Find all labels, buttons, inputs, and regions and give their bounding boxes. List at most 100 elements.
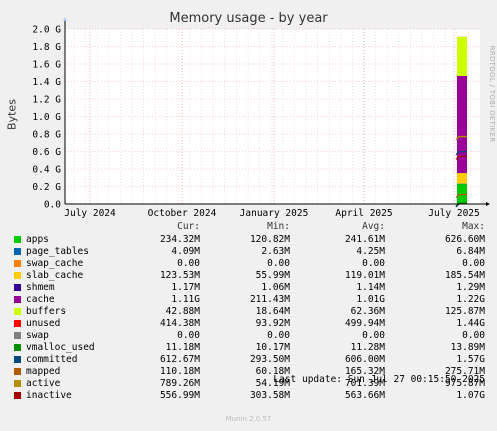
chart-title: Memory usage - by year xyxy=(169,11,328,26)
y-tick-label: 0.8 G xyxy=(32,130,61,141)
legend-row-swap: swap 0.00 0.00 0.00 0.00 xyxy=(0,330,497,342)
legend-series-name: unused xyxy=(26,318,61,329)
legend-min-value: 1.06M xyxy=(261,282,290,293)
legend-avg-value: 0.00 xyxy=(362,330,385,341)
legend-swatch xyxy=(14,296,21,303)
x-tick-label: July 2025 xyxy=(428,208,479,219)
legend-cur-value: 123.53M xyxy=(159,270,200,281)
legend-max-value: 185.54M xyxy=(444,270,485,281)
legend-row-inactive: inactive 556.99M 303.58M 563.66M 1.07G xyxy=(0,390,497,402)
x-tick-label: April 2025 xyxy=(335,208,392,219)
legend-swatch xyxy=(14,248,21,255)
legend-min-value: 120.82M xyxy=(249,234,290,245)
legend-avg-value: 701.39M xyxy=(344,378,385,389)
y-tick-label: 1.0 G xyxy=(32,112,61,123)
x-axis-arrow xyxy=(486,202,490,206)
legend-max-value: 1.57G xyxy=(456,354,485,365)
legend-swatch xyxy=(14,392,21,399)
col-header-avg: Avg: xyxy=(362,221,385,232)
legend-series-name: swap xyxy=(26,330,49,341)
legend-row-swap-cache: swap_cache 0.00 0.00 0.00 0.00 xyxy=(0,258,497,270)
col-header-min: Min: xyxy=(267,221,290,232)
legend-min-value: 60.18M xyxy=(255,366,290,377)
legend-min-value: 93.92M xyxy=(255,318,290,329)
y-tick-label: 1.2 G xyxy=(32,95,61,106)
legend-cur-value: 42.88M xyxy=(165,306,200,317)
legend-avg-value: 606.00M xyxy=(344,354,385,365)
legend-swatch xyxy=(14,368,21,375)
x-tick-label: July 2024 xyxy=(64,208,116,219)
legend-min-value: 55.99M xyxy=(255,270,290,281)
legend-series-name: active xyxy=(26,378,61,389)
line-committed xyxy=(455,150,467,156)
legend-series-name: mapped xyxy=(26,366,61,377)
legend-row-page-tables: page_tables 4.09M 2.63M 4.25M 6.84M xyxy=(0,246,497,258)
area-cache xyxy=(457,75,467,174)
y-tick-label: 0.6 G xyxy=(32,147,61,158)
legend-avg-value: 241.61M xyxy=(344,234,385,245)
legend-cur-value: 1.11G xyxy=(171,294,200,305)
y-tick-label: 0.4 G xyxy=(32,165,61,176)
legend-cur-value: 110.18M xyxy=(159,366,200,377)
legend-row-buffers: buffers 42.88M 18.64M 62.36M 125.87M xyxy=(0,306,497,318)
legend-row-unused: unused 414.38M 93.92M 499.94M 1.44G xyxy=(0,318,497,330)
area-buffers xyxy=(457,72,467,76)
legend-cur-value: 234.32M xyxy=(159,234,200,245)
legend-avg-value: 11.28M xyxy=(350,342,385,353)
legend-cur-value: 789.26M xyxy=(159,378,200,389)
legend-row-committed: committed 612.67M 293.50M 606.00M 1.57G xyxy=(0,354,497,366)
legend-series-name: cache xyxy=(26,294,55,305)
legend-swatch xyxy=(14,308,21,315)
legend-series-name: swap_cache xyxy=(26,258,84,269)
legend-swatch xyxy=(14,236,21,243)
legend-avg-value: 0.00 xyxy=(362,258,385,269)
area-page-tables xyxy=(457,183,467,185)
legend-series-name: buffers xyxy=(26,306,67,317)
legend-cur-value: 0.00 xyxy=(177,330,200,341)
line-active xyxy=(455,135,467,141)
legend-swatch xyxy=(14,284,21,291)
legend-max-value: 1.29M xyxy=(456,282,485,293)
legend-max-value: 0.00 xyxy=(462,330,485,341)
legend-row-apps: apps 234.32M 120.82M 241.61M 626.60M xyxy=(0,234,497,246)
plot-area: 0.0 0.2 G 0.4 G 0.6 G 0.8 G 1.0 G 1.2 G 1.4 G 1.… xyxy=(32,17,490,219)
y-tick-label: 0.0 xyxy=(44,200,61,211)
y-tick-label: 1.4 G xyxy=(32,77,61,88)
y-axis-arrow xyxy=(63,17,67,21)
legend-max-value: 1.44G xyxy=(456,318,485,329)
legend-max-value: 1.22G xyxy=(456,294,485,305)
legend-min-value: 0.00 xyxy=(267,330,290,341)
legend-min-value: 0.00 xyxy=(267,258,290,269)
legend-min-value: 293.50M xyxy=(249,354,290,365)
legend-series-name: slab_cache xyxy=(26,270,84,281)
legend-series-name: shmem xyxy=(26,282,55,293)
legend-row-active: active 789.26M 54.19M 701.39M 975.87M xyxy=(0,378,497,390)
legend-swatch xyxy=(14,260,21,267)
legend-series-name: inactive xyxy=(26,390,72,401)
legend-avg-value: 165.32M xyxy=(344,366,385,377)
legend-swatch xyxy=(14,320,21,327)
legend-series-name: vmalloc_used xyxy=(26,342,95,353)
legend-avg-value: 62.36M xyxy=(350,306,385,317)
legend-cur-value: 612.67M xyxy=(159,354,200,365)
legend-cur-value: 1.17M xyxy=(171,282,200,293)
legend-cur-value: 4.09M xyxy=(171,246,200,257)
legend-min-value: 54.19M xyxy=(255,378,290,389)
generator-credit: Munin 2.0.57 xyxy=(225,415,272,423)
legend-row-shmem: shmem 1.17M 1.06M 1.14M 1.29M xyxy=(0,282,497,294)
legend-header-row: Cur: Min: Avg: Max: xyxy=(0,221,497,233)
y-tick-label: 1.6 G xyxy=(32,60,61,71)
legend-avg-value: 1.14M xyxy=(356,282,385,293)
legend-min-value: 18.64M xyxy=(255,306,290,317)
legend-series-name: page_tables xyxy=(26,246,89,257)
x-tick-label: October 2024 xyxy=(148,208,217,219)
legend-max-value: 125.87M xyxy=(444,306,485,317)
area-slab-cache xyxy=(457,173,467,184)
legend-min-value: 10.17M xyxy=(255,342,290,353)
legend-swatch xyxy=(14,344,21,351)
legend-min-value: 303.58M xyxy=(249,390,290,401)
last-update: Last update: Sun Jul 27 00:15:50 2025 xyxy=(273,374,485,385)
legend-row-mapped: mapped 110.18M 60.18M 165.32M 275.71M xyxy=(0,366,497,378)
legend-row-cache: cache 1.11G 211.43M 1.01G 1.22G xyxy=(0,294,497,306)
